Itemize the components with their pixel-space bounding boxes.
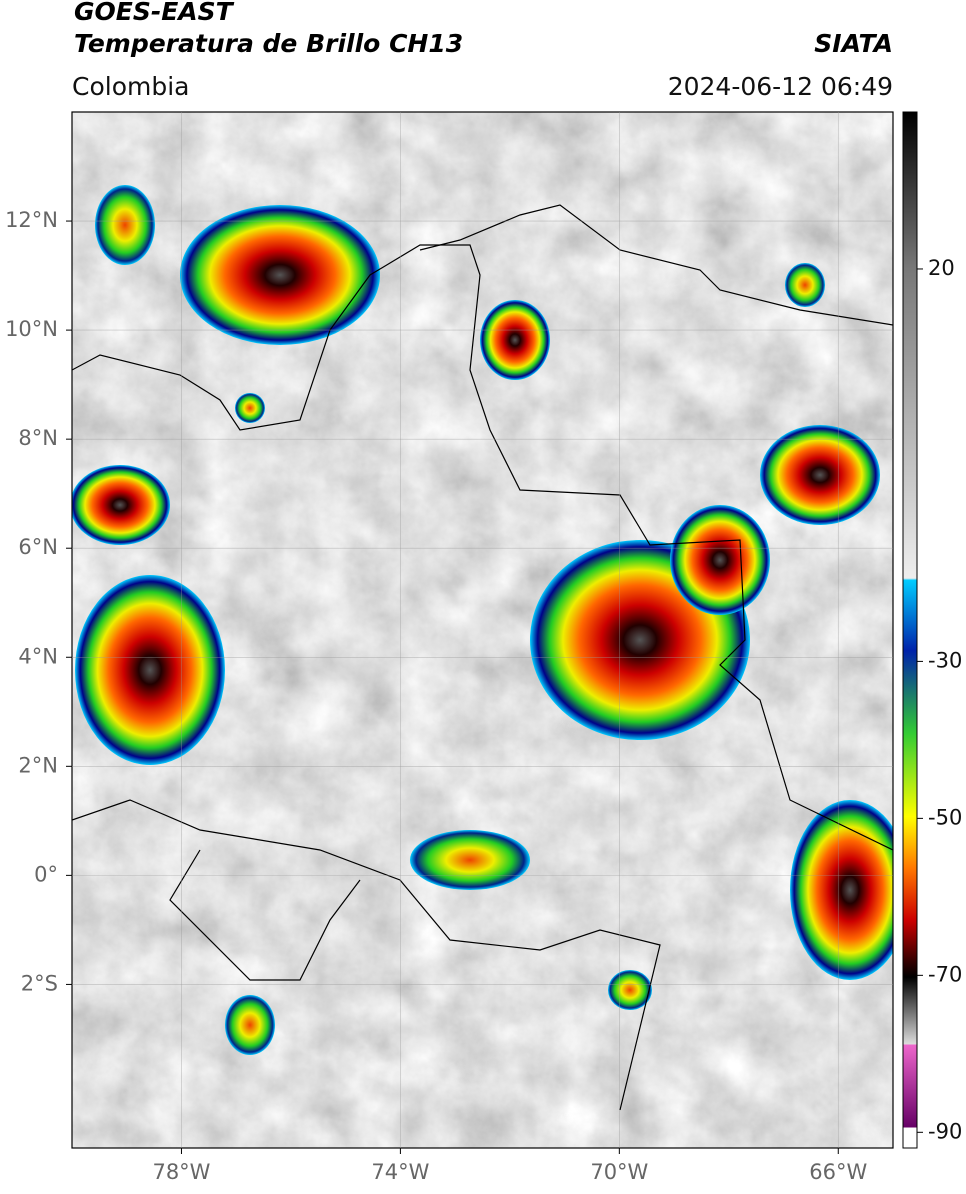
map-frame	[71, 111, 894, 1149]
y-tick-label: 2°S	[21, 971, 58, 995]
x-tick-label: 78°W	[152, 1160, 210, 1184]
title: GOES-EAST	[74, 0, 235, 26]
y-tick-label: 0°	[34, 862, 58, 886]
colorbar-tick-label: 20	[928, 256, 955, 280]
y-tick-label: 8°N	[18, 426, 58, 450]
y-tick-label: 10°N	[5, 317, 58, 341]
colorbar-tick-label: -50	[928, 805, 962, 829]
borders	[72, 204, 893, 1111]
colorbar-tick-label: -90	[928, 1119, 962, 1143]
convective-cells	[72, 185, 893, 1055]
colorbar	[902, 111, 918, 1149]
y-tick-label: 4°N	[18, 644, 58, 668]
region: Colombia	[72, 72, 189, 101]
x-tick-label: 70°W	[590, 1160, 648, 1184]
y-tick-label: 2°N	[18, 753, 58, 777]
colorbar-tick-label: -30	[928, 648, 962, 672]
subtitle: Temperatura de Brillo CH13	[74, 29, 463, 58]
y-tick-label: 6°N	[18, 535, 58, 559]
map-image	[72, 112, 893, 1148]
y-tick-label: 12°N	[5, 208, 58, 232]
x-tick-label: 66°W	[809, 1160, 867, 1184]
x-tick-label: 74°W	[371, 1160, 429, 1184]
colorbar-tick-label: -70	[928, 962, 962, 986]
source: SIATA	[814, 29, 893, 58]
datetime: 2024-06-12 06:49	[668, 72, 893, 101]
